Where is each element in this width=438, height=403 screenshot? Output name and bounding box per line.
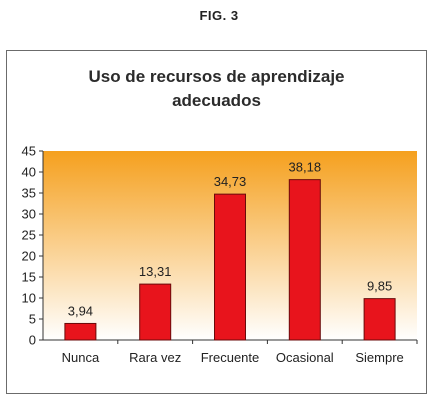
data-label: 38,18 [289,160,322,175]
data-label: 9,85 [367,279,392,294]
y-tick-label: 25 [22,228,36,243]
y-tick-label: 0 [29,333,36,348]
data-label: 13,31 [139,264,172,279]
x-category-label: Nunca [62,350,100,365]
x-category-label: Ocasional [276,350,334,365]
y-tick-label: 5 [29,312,36,327]
x-category-label: Frecuente [201,350,260,365]
bar-siempre [363,298,396,341]
data-label: 3,94 [68,303,93,318]
data-label: 34,73 [214,174,247,189]
bar-ocasional [288,179,321,341]
bar-rara-vez [139,283,172,341]
x-category-label: Rara vez [129,350,181,365]
chart-frame: Uso de recursos de aprendizaje adecuados… [6,50,427,394]
x-category-label: Siempre [355,350,403,365]
bar-frecuente [214,193,246,341]
bar-chart: 0 5 10 15 20 25 30 35 40 45 3,94 Nunca 13,31 Rara vez… [22,144,418,365]
y-tick-label: 20 [22,249,36,264]
bar-nunca [64,322,97,341]
chart-title-line-1: Uso de recursos de aprendizaje [88,67,345,86]
y-tick-label: 35 [22,186,36,201]
y-tick-label: 40 [22,165,36,180]
figure-label: FIG. 3 [199,8,239,23]
chart-title: Uso de recursos de aprendizaje adecuados [7,65,426,113]
chart-title-line-2: adecuados [172,91,261,110]
y-tick-label: 30 [22,207,36,222]
y-tick-label: 45 [22,144,36,159]
y-tick-label: 15 [22,270,36,285]
y-tick-label: 10 [22,291,36,306]
